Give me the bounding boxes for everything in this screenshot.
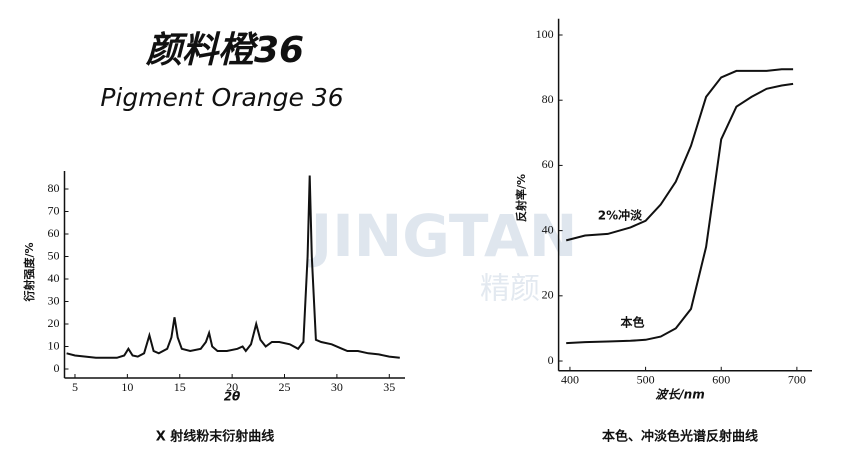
x-tick-label: 700: [788, 373, 806, 387]
y-axis-label: 衍射强度/%: [22, 242, 36, 302]
data-line: [566, 82, 794, 345]
y-tick-label: 20: [542, 288, 554, 302]
data-line: [66, 175, 400, 359]
subtitle: Pigment Orange 36: [100, 83, 343, 112]
x-tick-label: 400: [561, 373, 579, 387]
y-tick-label: 40: [542, 222, 554, 236]
x-axis-label: 2θ: [224, 390, 241, 404]
y-axis-label: 反射率/%: [514, 174, 528, 222]
series-label: 本色: [620, 314, 644, 329]
x-tick-label: 20: [226, 380, 238, 394]
y-tick-label: 60: [542, 157, 554, 171]
y-tick-label: 10: [48, 338, 60, 352]
x-tick-label: 30: [331, 380, 343, 394]
y-tick-label: 80: [48, 181, 60, 195]
x-axis-label: 波长/nm: [655, 388, 704, 402]
title: 颜料橙36: [145, 30, 304, 71]
y-tick-label: 30: [48, 293, 60, 307]
x-tick-label: 10: [121, 380, 133, 394]
watermark-cn: 精颜: [480, 272, 540, 307]
data-line: [565, 68, 794, 242]
x-tick-label: 35: [383, 380, 395, 394]
series-label: 2%冲淡: [598, 207, 643, 222]
x-tick-label: 15: [174, 380, 186, 394]
y-tick-label: 50: [48, 248, 60, 262]
x-tick-label: 5: [72, 380, 78, 394]
y-tick-label: 80: [542, 92, 554, 106]
y-tick-label: 40: [48, 271, 60, 285]
x-tick-label: 500: [637, 373, 655, 387]
y-tick-label: 100: [536, 27, 554, 41]
x-tick-label: 600: [712, 373, 730, 387]
y-tick-label: 0: [54, 361, 60, 375]
chart-caption: X 射线粉末衍射曲线: [156, 429, 275, 445]
x-tick-label: 25: [279, 380, 291, 394]
y-tick-label: 70: [48, 203, 60, 217]
chart-caption: 本色、冲淡色光谱反射曲线: [602, 429, 758, 445]
y-tick-label: 0: [548, 353, 554, 367]
y-tick-label: 60: [48, 226, 60, 240]
watermark: JINGTAN: [307, 202, 578, 270]
y-tick-label: 20: [48, 316, 60, 330]
